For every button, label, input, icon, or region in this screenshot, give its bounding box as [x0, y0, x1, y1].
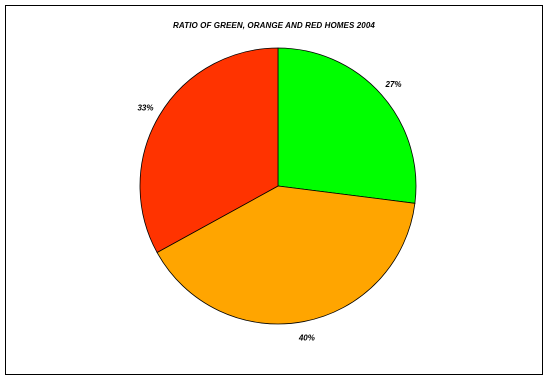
chart-frame: RATIO OF GREEN, ORANGE AND RED HOMES 200…	[5, 5, 543, 375]
pie-slice-label-1: 40%	[298, 333, 315, 342]
pie-slice-1	[156, 185, 416, 325]
pie-slice-label-2: 33%	[137, 104, 153, 113]
chart-title: RATIO OF GREEN, ORANGE AND RED HOMES 200…	[173, 21, 375, 30]
pie-slice-2	[139, 47, 279, 254]
pie-slice-label-0: 27%	[385, 80, 402, 89]
pie-slice-0	[277, 47, 417, 204]
pie-chart: 27% 40% 33%	[137, 47, 417, 342]
pie-labels: 27% 40% 33%	[137, 80, 401, 342]
pie-slices	[139, 47, 417, 325]
